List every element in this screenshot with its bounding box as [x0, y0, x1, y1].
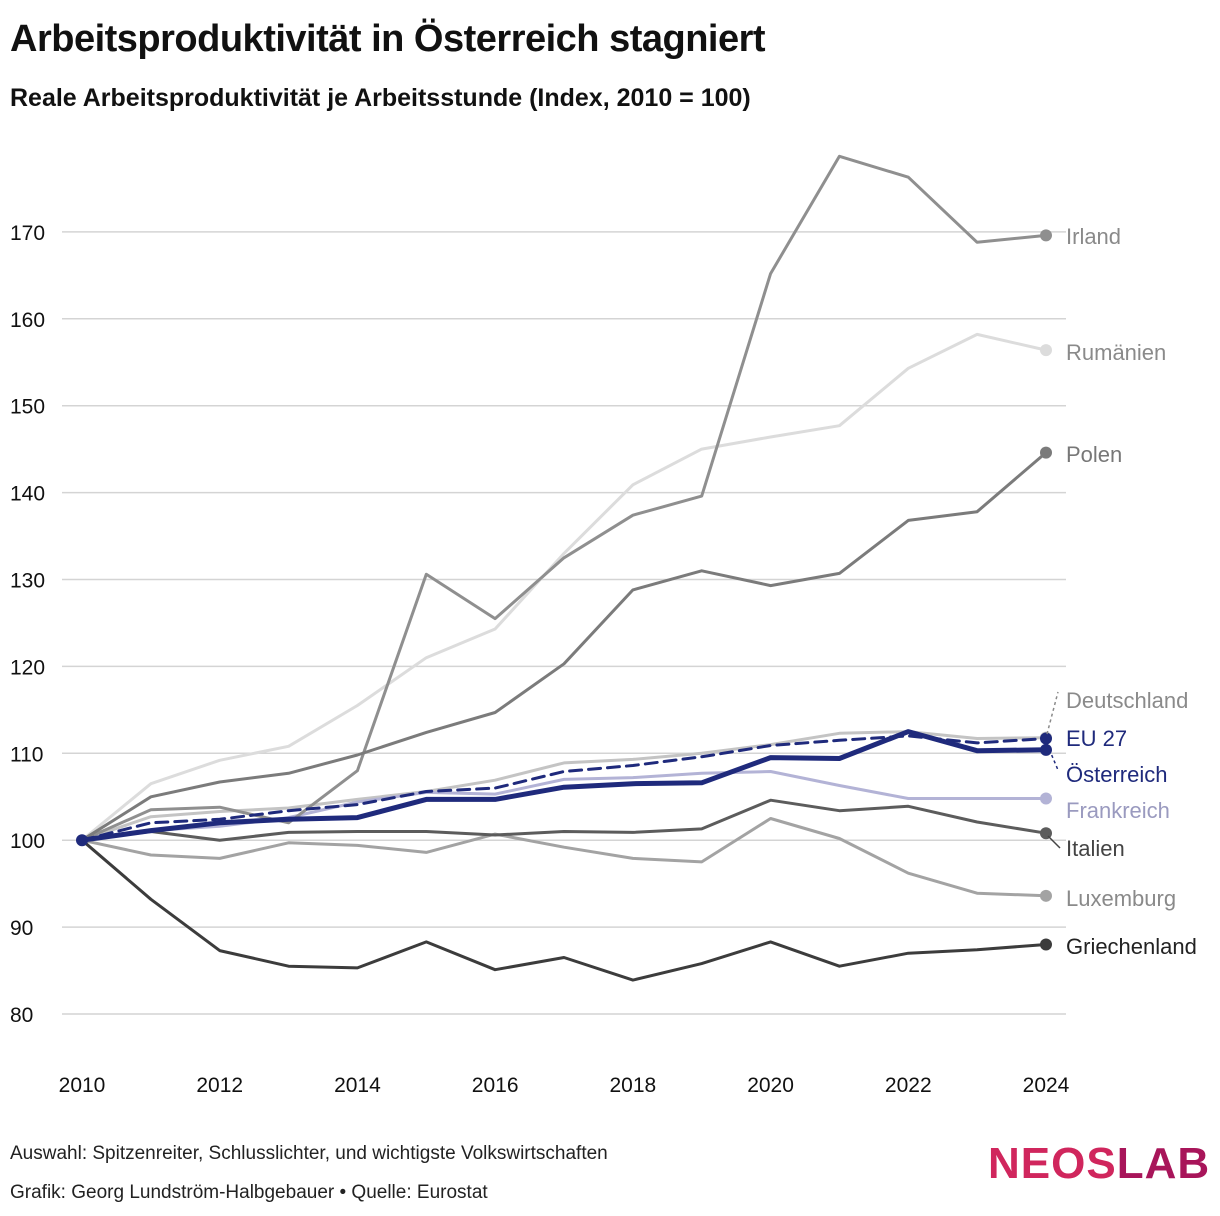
connector-oesterreich [1046, 743, 1059, 771]
y-tick-label-170: 170 [10, 222, 45, 245]
x-tick-label-2014: 2014 [334, 1074, 381, 1097]
series-line-luxemburg [80, 817, 1048, 898]
series-label-griechenland: Griechenland [1066, 934, 1197, 959]
y-tick-label-90: 90 [10, 917, 33, 940]
chart-title: Arbeitsproduktivität in Österreich stagn… [10, 18, 766, 60]
credit: Grafik: Georg Lundström-Halbgebauer • Qu… [10, 1182, 488, 1203]
y-tick-label-140: 140 [10, 483, 45, 506]
y-tick-label-110: 110 [10, 743, 43, 766]
series-label-rumaenien: Rumänien [1066, 340, 1166, 365]
start-point [76, 834, 88, 847]
end-point-frankreich [1040, 792, 1052, 805]
series-line-rumaenien [80, 332, 1048, 842]
footnote: Auswahl: Spitzenreiter, Schlusslichter, … [10, 1143, 608, 1164]
neoslab-logo: NEOSLAB [988, 1142, 1210, 1186]
y-axis: 80 90 100 110 120 130 140 150 160 170 [10, 222, 45, 1027]
end-point-eu-27 [1040, 732, 1052, 745]
x-tick-label-2018: 2018 [609, 1074, 656, 1097]
x-tick-label-2022: 2022 [885, 1074, 932, 1097]
x-tick-label-2020: 2020 [747, 1074, 794, 1097]
x-tick-label-2024: 2024 [1023, 1074, 1070, 1097]
series-line-deutschland [80, 730, 1048, 842]
end-point-oesterreich [1040, 743, 1052, 756]
series-line-griechenland [80, 838, 1048, 982]
x-tick-label-2012: 2012 [196, 1074, 243, 1097]
series-label-italien: Italien [1066, 836, 1125, 861]
y-tick-label-160: 160 [10, 309, 45, 332]
y-tick-label-150: 150 [10, 396, 45, 419]
series-line-oesterreich [79, 729, 1049, 843]
chart-subtitle: Reale Arbeitsproduktivität je Arbeitsstu… [10, 84, 751, 112]
series-label-frankreich: Frankreich [1066, 798, 1170, 823]
x-tick-label-2016: 2016 [472, 1074, 519, 1097]
series-line-polen [80, 451, 1048, 842]
series-label-polen: Polen [1066, 442, 1122, 467]
end-point-rumaenien [1040, 344, 1052, 357]
connector-italien [1047, 835, 1061, 849]
series-label-oesterreich: Österreich [1066, 762, 1167, 787]
end-point-polen [1040, 446, 1052, 459]
series-line-irland [80, 154, 1048, 842]
x-tick-label-2010: 2010 [59, 1074, 106, 1097]
series-line-eu-27 [80, 734, 1048, 842]
series-lines [76, 154, 1052, 982]
y-tick-label-80: 80 [10, 1004, 33, 1027]
logo-part-2: LAB [1116, 1139, 1211, 1188]
series-label-deutschland: Deutschland [1066, 688, 1188, 713]
series-label-eu-27: EU 27 [1066, 726, 1127, 751]
end-point-griechenland [1040, 938, 1052, 951]
y-tick-label-120: 120 [10, 656, 45, 679]
connector-deutschland [1046, 691, 1059, 735]
y-tick-label-130: 130 [10, 570, 45, 593]
logo-part-1: NEOS [988, 1139, 1117, 1188]
series-label-irland: Irland [1066, 224, 1121, 249]
end-point-luxemburg [1040, 889, 1052, 902]
grid [62, 231, 1066, 1015]
series-labels: Irland Rumänien Polen Deutschland EU 27 Öster… [1046, 224, 1197, 959]
series-label-luxemburg: Luxemburg [1066, 886, 1176, 911]
series-line-italien [80, 798, 1048, 842]
y-tick-label-100: 100 [10, 830, 45, 853]
x-axis: 2010 2012 2014 2016 2018 2020 2022 2024 [59, 1074, 1070, 1097]
end-point-irland [1040, 229, 1052, 242]
